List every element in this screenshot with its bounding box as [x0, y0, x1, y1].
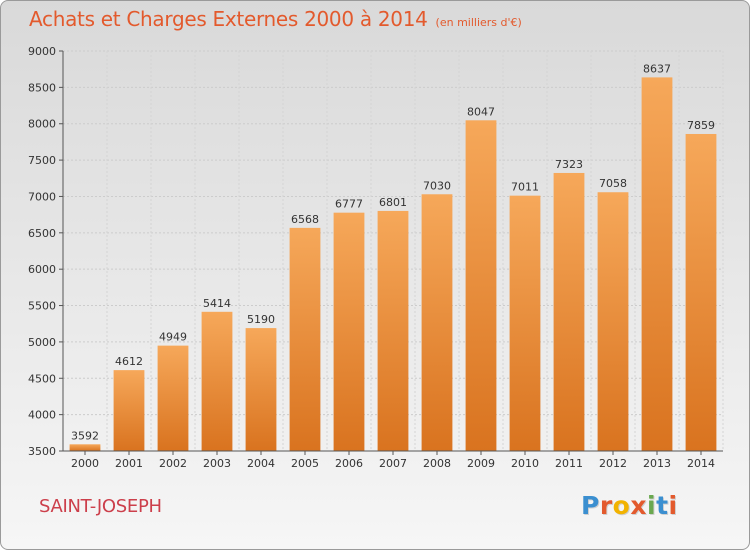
chart-title-text: Achats et Charges Externes 2000 à 2014 — [29, 7, 428, 31]
axes: 3500 4000 4500 5000 5500 6000 6500 7000 7500 8000… — [28, 45, 723, 470]
bar-value-label: 5190 — [247, 313, 275, 326]
bar-value-label: 6801 — [379, 196, 407, 209]
bar — [245, 328, 277, 451]
y-tick-label: 5500 — [28, 300, 56, 313]
bar-value-label: 4949 — [159, 331, 187, 344]
x-tick-label: 2000 — [71, 457, 99, 470]
bar — [157, 345, 189, 451]
x-tick-label: 2011 — [555, 457, 583, 470]
bar-value-label: 7030 — [423, 179, 451, 192]
bar — [289, 227, 321, 451]
bar — [465, 120, 497, 452]
chart-subtitle: (en milliers d'€) — [435, 16, 522, 29]
bar-value-label: 8047 — [467, 105, 495, 118]
bar — [597, 192, 629, 451]
bar — [201, 311, 233, 451]
y-tick-label: 5000 — [28, 336, 56, 349]
logo-letter: r — [599, 491, 613, 520]
x-tick-label: 2004 — [247, 457, 275, 470]
x-tick-label: 2006 — [335, 457, 363, 470]
bar — [333, 212, 365, 451]
bars — [69, 77, 717, 452]
bar — [69, 444, 101, 451]
y-tick-label: 6500 — [28, 227, 56, 240]
y-tick-label: 8000 — [28, 118, 56, 131]
x-tick-label: 2003 — [203, 457, 231, 470]
x-tick-label: 2005 — [291, 457, 319, 470]
bar-value-label: 6568 — [291, 213, 319, 226]
x-tick-label: 2012 — [599, 457, 627, 470]
bar-value-label: 5414 — [203, 297, 231, 310]
logo-letter: i — [668, 491, 678, 520]
data-labels: 3592 4612 4949 5414 5190 6568 6777 6801 7030 8047… — [71, 62, 715, 442]
y-tick-label: 4000 — [28, 409, 56, 422]
y-tick-label: 8500 — [28, 81, 56, 94]
y-tick-label: 7500 — [28, 154, 56, 167]
logo-letter: P — [581, 491, 600, 520]
logo-letter: i — [647, 491, 657, 520]
bar-value-label: 8637 — [643, 62, 671, 75]
bar — [377, 210, 409, 451]
x-tick-label: 2013 — [643, 457, 671, 470]
y-tick-label: 6000 — [28, 263, 56, 276]
bar-value-label: 7011 — [511, 181, 539, 194]
proxiti-logo[interactable]: Proxiti — [581, 491, 678, 520]
city-name: SAINT-JOSEPH — [39, 496, 162, 517]
bar — [553, 172, 585, 452]
bar-value-label: 3592 — [71, 429, 99, 442]
y-tick-label: 7000 — [28, 190, 56, 203]
bar — [509, 195, 541, 451]
bar-value-label: 7859 — [687, 119, 715, 132]
bar-value-label: 6777 — [335, 198, 363, 211]
bar — [641, 77, 673, 452]
logo-letter: x — [630, 491, 647, 520]
x-tick-label: 2010 — [511, 457, 539, 470]
bar — [113, 370, 145, 451]
x-tick-label: 2002 — [159, 457, 187, 470]
x-tick-label: 2007 — [379, 457, 407, 470]
x-tick-label: 2001 — [115, 457, 143, 470]
bar-value-label: 7058 — [599, 177, 627, 190]
bar — [421, 194, 453, 452]
x-tick-label: 2009 — [467, 457, 495, 470]
bar-value-label: 7323 — [555, 158, 583, 171]
y-tick-label: 4500 — [28, 372, 56, 385]
x-tick-label: 2014 — [687, 457, 715, 470]
x-tick-label: 2008 — [423, 457, 451, 470]
bar — [685, 133, 717, 451]
chart-title: Achats et Charges Externes 2000 à 2014 (e… — [29, 7, 522, 31]
logo-letter: o — [612, 491, 631, 520]
logo-letter: t — [656, 491, 669, 520]
y-tick-label: 9000 — [28, 45, 56, 58]
bar-value-label: 4612 — [115, 355, 143, 368]
y-tick-label: 3500 — [28, 445, 56, 458]
